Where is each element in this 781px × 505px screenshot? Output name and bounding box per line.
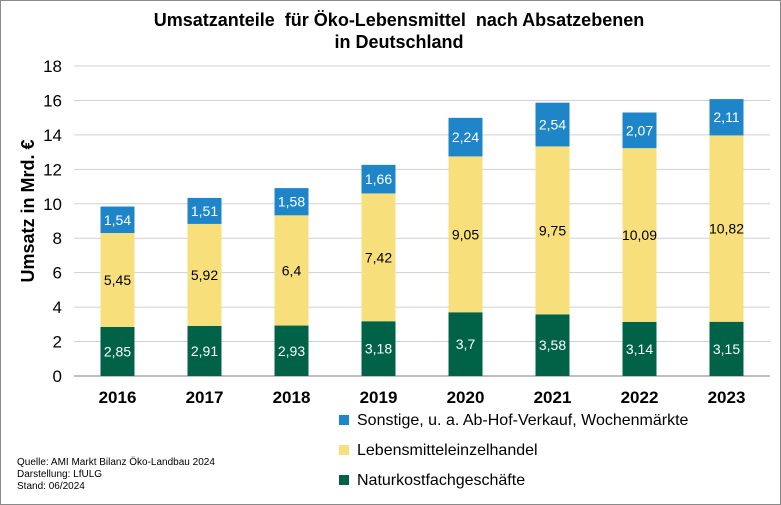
data-label: 5,92 [191,267,218,283]
chart-title-line-2: in Deutschland [334,32,463,52]
bar-segment [361,164,396,194]
data-label: 2,93 [278,343,305,359]
y-tick-label: 6 [53,264,62,283]
chart-title-line-1: Umsatzanteile für Öko-Lebensmittel nach … [154,10,644,30]
data-label: 3,15 [713,341,740,357]
data-label: 1,54 [104,212,131,228]
bar-segment [187,197,222,224]
legend-swatch [339,445,349,455]
legend-swatch [339,475,349,485]
data-label: 1,58 [278,194,305,210]
bar-segment [622,112,657,149]
bar-segment [274,188,309,216]
source-line-2: Darstellung: LfULG [17,469,103,480]
x-tick-label: 2016 [99,388,137,407]
bar-segment [622,321,657,376]
bar-segment [448,156,483,313]
y-tick-label: 0 [53,367,62,386]
y-tick-label: 12 [43,160,62,179]
source-line-1: Quelle: AMI Markt Bilanz Öko-Landbau 202… [17,457,215,468]
x-tick-label: 2022 [621,388,659,407]
data-label: 3,18 [365,341,392,357]
data-label: 1,66 [365,171,392,187]
bar-segment [448,117,483,157]
x-tick-label: 2023 [708,388,746,407]
data-label: 1,51 [191,203,218,219]
x-tick-label: 2019 [360,388,398,407]
data-label: 3,58 [539,337,566,353]
bar-segment [187,325,222,376]
y-tick-label: 4 [53,298,62,317]
bar-segment [187,223,222,326]
data-label: 2,07 [626,122,653,138]
data-label: 2,91 [191,343,218,359]
x-tick-label: 2021 [534,388,572,407]
data-label: 2,11 [713,109,739,125]
source-line-3: Stand: 06/2024 [17,481,85,492]
data-label: 9,75 [539,222,566,238]
data-label: 3,7 [456,336,476,352]
bar-segment [361,321,396,376]
data-label: 6,4 [282,262,302,278]
data-label: 5,45 [104,272,131,288]
bar-segment [535,314,570,376]
y-tick-label: 2 [53,333,62,352]
legend-label: Naturkostfachgeschäfte [357,472,525,489]
bar-segment [622,148,657,322]
data-label: 2,85 [104,343,131,359]
x-tick-label: 2017 [186,388,224,407]
data-label: 10,82 [709,221,744,237]
bar-segment [448,312,483,376]
bar-segment [535,102,570,147]
legend-label: Lebensmitteleinzelhandel [357,442,538,459]
y-tick-label: 16 [43,91,62,110]
data-label: 10,09 [622,227,657,243]
bar-segment [274,215,309,326]
data-label: 2,24 [452,129,479,145]
bar-segment [100,206,135,234]
y-tick-label: 8 [53,229,62,248]
legend-swatch [339,415,349,425]
x-tick-label: 2020 [447,388,485,407]
bar-segment [709,99,744,136]
y-tick-label: 10 [43,195,62,214]
bar-segment [535,146,570,315]
x-tick-label: 2018 [273,388,311,407]
bar-segment [274,325,309,376]
y-axis-label: Umsatz in Mrd. € [18,139,38,282]
data-label: 9,05 [452,226,479,242]
bar-segment [100,233,135,327]
bar-segment [100,326,135,376]
bar-segment [709,135,744,322]
data-label: 7,42 [365,249,392,265]
data-label: 3,14 [626,341,653,357]
y-tick-label: 18 [43,57,62,76]
bar-segment [709,321,744,376]
legend-label: Sonstige, u. a. Ab-Hof-Verkauf, Wochenmä… [357,412,689,429]
data-label: 2,54 [539,117,566,133]
bar-segment [361,193,396,322]
y-tick-label: 14 [43,126,62,145]
